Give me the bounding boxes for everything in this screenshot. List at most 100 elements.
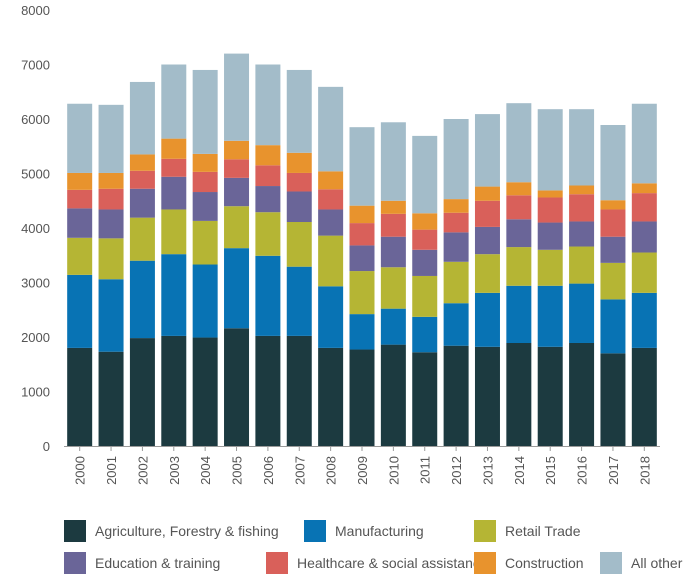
- bar-segment: [98, 279, 124, 352]
- bar-segment: [443, 345, 469, 446]
- legend-label: Retail Trade: [505, 523, 581, 539]
- legend-item: Construction: [474, 552, 584, 574]
- bar-segment: [380, 344, 406, 446]
- y-tick-label: 8000: [21, 3, 50, 18]
- bar-segment: [443, 119, 469, 200]
- bar-segment: [412, 249, 438, 276]
- x-tick-label: 2016: [575, 456, 590, 485]
- bar-segment: [569, 343, 595, 446]
- bar-segment: [224, 53, 250, 141]
- bar-segment: [255, 212, 281, 256]
- bar-segment: [224, 177, 250, 207]
- bar-segment: [349, 349, 375, 446]
- bar-segment: [98, 238, 124, 280]
- bar-segment: [129, 338, 155, 446]
- x-tick-label: 2001: [104, 456, 119, 485]
- bar-segment: [506, 182, 532, 196]
- legend-swatch: [474, 552, 496, 574]
- bar-segment: [474, 254, 500, 293]
- bar-segment: [380, 200, 406, 214]
- bar-segment: [600, 236, 626, 263]
- bar-segment: [443, 199, 469, 213]
- bar-segment: [506, 103, 532, 183]
- legend-swatch: [266, 552, 288, 574]
- bar-segment: [318, 189, 344, 210]
- bar-segment: [286, 266, 312, 336]
- bar-segment: [537, 346, 563, 446]
- x-tick-label: 2012: [449, 456, 464, 485]
- bar-segment: [600, 299, 626, 354]
- bar-segment: [286, 152, 312, 173]
- bar-segment: [600, 353, 626, 446]
- bar-segment: [286, 172, 312, 192]
- bar-segment: [286, 69, 312, 153]
- bar-segment: [286, 222, 312, 267]
- x-tick-label: 2010: [386, 456, 401, 485]
- bar-segment: [631, 252, 657, 293]
- bar-segment: [286, 335, 312, 446]
- x-tick-label: 2004: [198, 456, 213, 485]
- x-tick-label: 2003: [167, 456, 182, 485]
- legend-label: Agriculture, Forestry & fishing: [95, 523, 279, 539]
- legend-item: Education & training: [64, 552, 220, 574]
- legend-label: Healthcare & social assistance: [297, 555, 488, 571]
- bar-segment: [380, 236, 406, 268]
- legend-swatch: [64, 552, 86, 574]
- bar-segment: [98, 351, 124, 446]
- bar-segment: [569, 283, 595, 343]
- legend-label: Construction: [505, 555, 584, 571]
- bar-segment: [600, 200, 626, 210]
- bar-segment: [161, 176, 187, 210]
- bar-segment: [161, 254, 187, 336]
- bar-segment: [67, 347, 93, 446]
- bar-segment: [412, 135, 438, 214]
- bar-segment: [537, 190, 563, 198]
- y-tick-label: 3000: [21, 276, 50, 291]
- legend-swatch: [474, 520, 496, 542]
- bar-segment: [443, 212, 469, 233]
- bar-segment: [129, 188, 155, 218]
- legend-label: Manufacturing: [335, 523, 424, 539]
- bar-segment: [318, 171, 344, 190]
- bar-segment: [506, 285, 532, 343]
- bar-segment: [474, 200, 500, 227]
- legend-item: Retail Trade: [474, 520, 580, 542]
- bar-segment: [67, 208, 93, 238]
- bar-segment: [224, 248, 250, 329]
- bar-segment: [255, 335, 281, 446]
- bar-segment: [286, 191, 312, 223]
- bar-segment: [255, 255, 281, 336]
- bar-segment: [98, 209, 124, 239]
- x-tick-label: 2007: [292, 456, 307, 485]
- y-tick-label: 2000: [21, 330, 50, 345]
- bar-segment: [192, 220, 218, 265]
- bar-segment: [569, 221, 595, 247]
- bar-segment: [192, 171, 218, 193]
- x-tick-label: 2015: [543, 456, 558, 485]
- bar-segment: [192, 337, 218, 446]
- bar-segment: [67, 274, 93, 348]
- bar-segment: [474, 346, 500, 446]
- bar-segment: [443, 261, 469, 304]
- bar-segment: [224, 328, 250, 446]
- bar-segment: [631, 103, 657, 184]
- bar-segment: [224, 159, 250, 178]
- y-tick-label: 6000: [21, 112, 50, 127]
- bar-segment: [412, 213, 438, 230]
- bar-segment: [506, 247, 532, 286]
- bar-segment: [631, 292, 657, 348]
- legend-item: All other: [600, 552, 682, 574]
- bar-segment: [474, 226, 500, 255]
- bar-segment: [537, 109, 563, 191]
- bar-segment: [600, 262, 626, 300]
- bar-segment: [192, 69, 218, 154]
- x-tick-label: 2018: [637, 456, 652, 485]
- bar-segment: [349, 271, 375, 315]
- bar-segment: [631, 347, 657, 446]
- x-tick-label: 2011: [418, 456, 433, 484]
- legend-swatch: [64, 520, 86, 542]
- bar-segment: [224, 140, 250, 160]
- bar-segment: [192, 153, 218, 172]
- bar-segment: [412, 229, 438, 250]
- bar-segment: [318, 86, 344, 172]
